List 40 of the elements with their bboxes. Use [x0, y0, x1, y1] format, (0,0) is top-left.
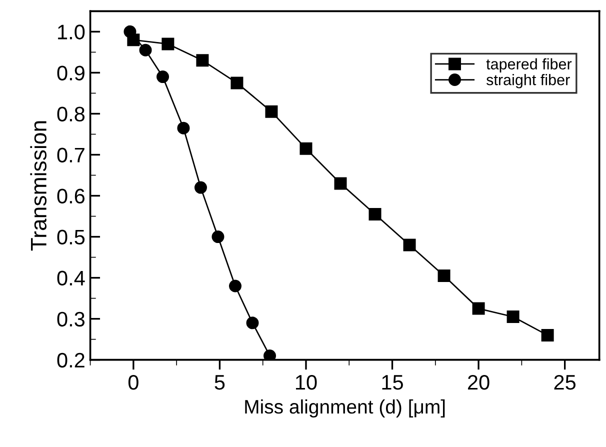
y-tick-label: 0.6 [57, 188, 85, 204]
point [472, 302, 485, 315]
y-axis-title: Transmission [30, 121, 47, 251]
x-tick-label: 10 [296, 374, 317, 390]
point [368, 208, 382, 220]
y-tick-label: 0.7 [57, 148, 84, 162]
point [212, 230, 224, 244]
y-tick-label: 0.3 [57, 312, 85, 327]
y-tick-label: 0.8 [57, 106, 85, 122]
point [264, 349, 276, 360]
point [403, 238, 416, 252]
point [228, 280, 242, 292]
y-tick-label: 0.5 [57, 230, 85, 245]
x-tick-label: 5 [214, 375, 225, 390]
point [541, 328, 554, 342]
y-tick-label: 0.4 [57, 270, 85, 286]
x-axis-title: Miss alignment (d) [μm] [245, 399, 445, 418]
point [265, 105, 278, 118]
point [506, 310, 520, 324]
point [124, 25, 136, 38]
point [246, 316, 259, 330]
x-tick-label: 0 [128, 374, 138, 390]
x-tick-label: 15 [382, 375, 403, 390]
point [334, 177, 347, 190]
point [196, 54, 209, 67]
point [139, 44, 152, 56]
point [177, 122, 190, 134]
x-tick-label: 20 [468, 374, 490, 390]
legend-label: straight fiber [486, 74, 570, 88]
y-tick-label: 0.9 [57, 66, 84, 80]
point [438, 269, 450, 282]
y-tick-label: 0.2 [57, 352, 84, 368]
point [300, 142, 312, 155]
y-tick-label: 1.0 [58, 24, 85, 40]
point [230, 76, 244, 90]
legend-label: tapered fiber [486, 58, 572, 73]
point [162, 38, 174, 50]
point [156, 70, 170, 84]
point [194, 181, 207, 194]
x-tick-label: 25 [554, 374, 576, 390]
